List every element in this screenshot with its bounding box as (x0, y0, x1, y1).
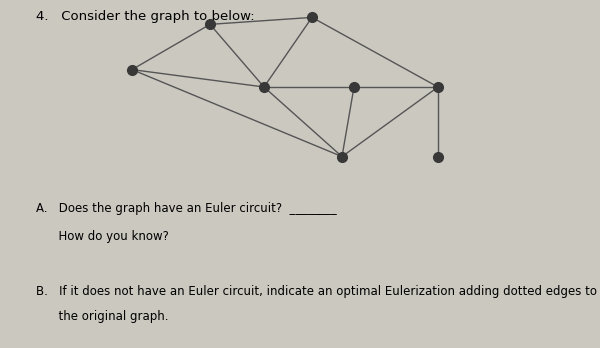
Text: How do you know?: How do you know? (36, 230, 169, 243)
Text: 4.   Consider the graph to below:: 4. Consider the graph to below: (36, 10, 254, 23)
Text: A.   Does the graph have an Euler circuit?  ________: A. Does the graph have an Euler circuit?… (36, 202, 337, 215)
Text: B.   If it does not have an Euler circuit, indicate an optimal Eulerization addi: B. If it does not have an Euler circuit,… (36, 285, 597, 298)
Text: the original graph.: the original graph. (36, 310, 169, 323)
